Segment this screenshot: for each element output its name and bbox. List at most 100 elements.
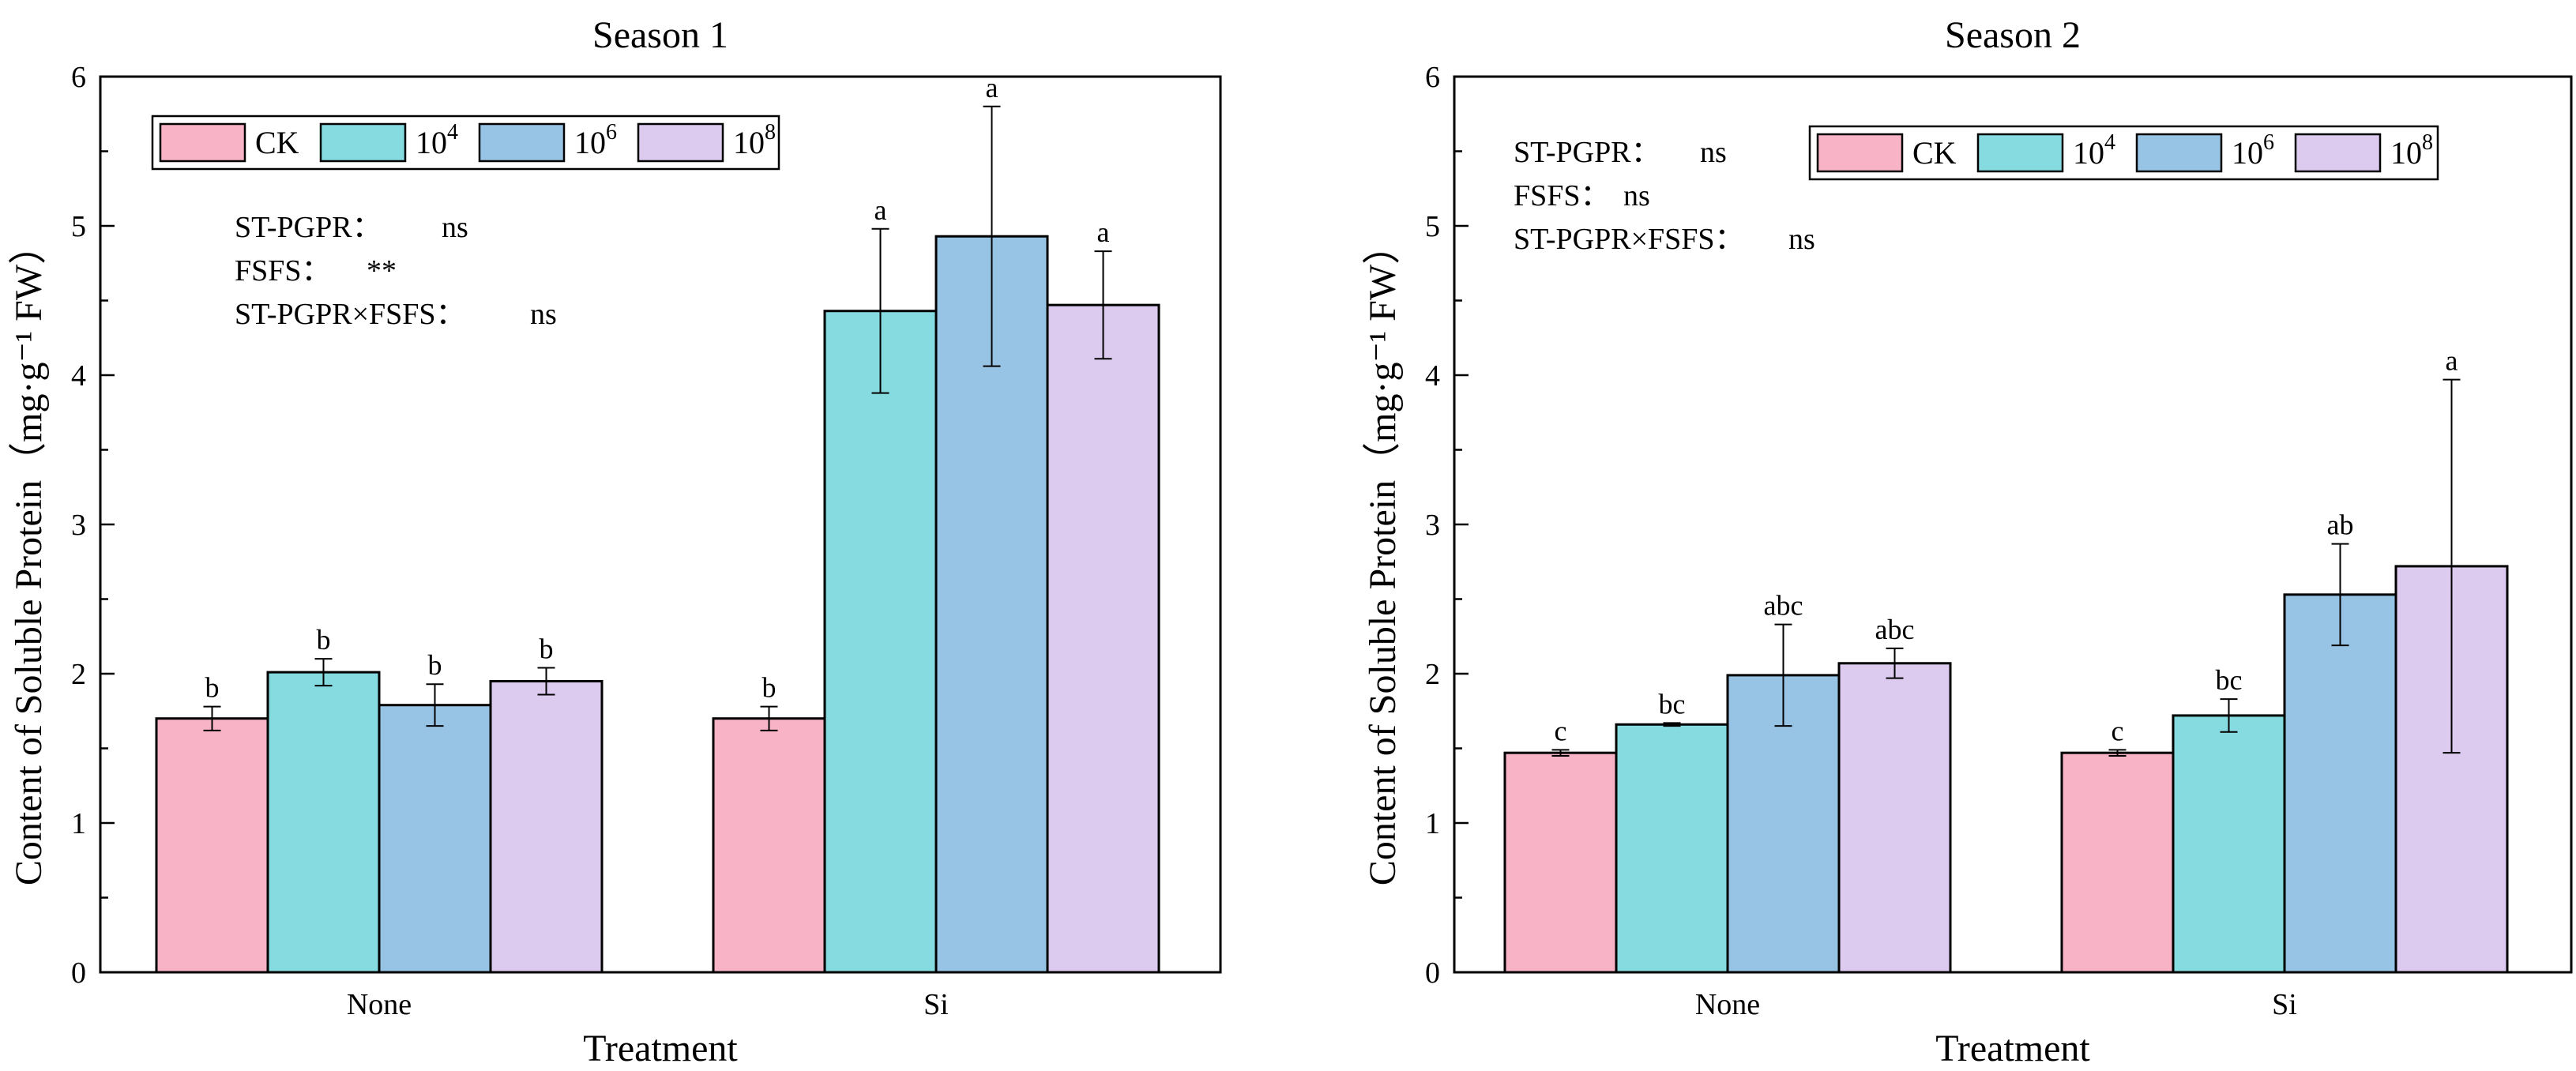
legend-label-base: 10 — [416, 125, 447, 160]
legend-label-base: 10 — [2073, 135, 2104, 171]
bar — [1615, 723, 1729, 974]
y-tick-label: 2 — [71, 658, 86, 691]
bar — [1046, 303, 1160, 974]
stat-label: FSFS： — [1514, 179, 1611, 212]
legend-swatch — [478, 122, 566, 163]
significance-label: ab — [2327, 509, 2354, 541]
x-axis-label: Treatment — [1935, 1028, 2090, 1069]
y-tick-label: 0 — [1425, 956, 1440, 990]
bar — [1503, 751, 1618, 974]
stat-label: ST-PGPR×FSFS： — [235, 298, 466, 331]
y-tick-label: 2 — [1425, 658, 1440, 691]
y-axis-label: Content of Soluble Protein（mg·g⁻¹ FW） — [1362, 227, 1404, 885]
chart-title: Season 1 — [592, 14, 728, 56]
legend-label-base: CK — [255, 125, 299, 160]
stat-value: ns — [1700, 136, 1727, 169]
legend-label-exponent: 6 — [2263, 130, 2274, 155]
stat-value: ** — [367, 254, 397, 287]
legend: CK 104 106 108 — [1808, 125, 2439, 181]
significance-label: abc — [1875, 614, 1915, 645]
legend-label: 106 — [574, 120, 617, 160]
significance-label: a — [2446, 345, 2458, 377]
stat-value: ns — [1788, 223, 1815, 256]
chart-panel-2: Season 2 c c bc bc abc ab abc a 0 1 2 3 4 5 6 None Si Trea… — [1362, 14, 2573, 1069]
legend-swatch — [319, 122, 407, 163]
bar — [712, 717, 826, 974]
stat-label: ST-PGPR： — [1514, 136, 1661, 169]
significance-label: bc — [1659, 688, 1686, 720]
significance-label: a — [874, 194, 887, 226]
y-tick-label: 1 — [1425, 807, 1440, 840]
bar — [489, 679, 604, 974]
legend-label: 104 — [416, 120, 458, 160]
legend-label-base: 10 — [2232, 135, 2263, 171]
legend-label: CK — [255, 125, 299, 160]
bar — [2060, 751, 2175, 974]
legend-label-base: 10 — [2390, 135, 2422, 171]
legend-label: 106 — [2232, 130, 2274, 171]
legend-label: 108 — [733, 120, 776, 160]
significance-label: b — [205, 672, 220, 704]
x-axis-label: Treatment — [583, 1028, 738, 1069]
legend-label-exponent: 4 — [2104, 130, 2115, 155]
significance-label: b — [428, 649, 442, 681]
significance-label: c — [1555, 715, 1567, 746]
y-tick-label: 6 — [71, 61, 86, 94]
x-tick-label: None — [1695, 988, 1760, 1021]
bar — [266, 671, 381, 974]
legend-swatch — [1976, 133, 2064, 173]
bar — [823, 310, 938, 974]
y-tick-label: 3 — [1425, 509, 1440, 542]
legend: CK 104 106 108 — [151, 115, 780, 171]
legend-swatch — [2294, 133, 2382, 173]
legend-label-exponent: 8 — [2422, 130, 2433, 155]
x-tick-label: None — [347, 988, 412, 1021]
y-tick-label: 4 — [1425, 359, 1440, 393]
legend-label: CK — [1912, 135, 1957, 171]
significance-label: b — [317, 624, 331, 656]
legend-label-base: 10 — [733, 125, 765, 160]
stat-label: FSFS： — [235, 254, 332, 287]
significance-label: a — [986, 72, 998, 103]
chart-title: Season 2 — [1945, 14, 2081, 56]
x-tick-label: Si — [2272, 988, 2297, 1021]
significance-label: b — [540, 633, 554, 664]
significance-label: a — [1097, 216, 1110, 248]
stat-label: ST-PGPR： — [235, 211, 382, 244]
bar — [2172, 714, 2286, 974]
legend-label-base: 10 — [574, 125, 606, 160]
legend-swatch — [637, 122, 724, 163]
chart-panel-1: Season 1 b b b a b a b a 0 1 2 3 4 5 6 None Si Treatment Co… — [8, 14, 1222, 1069]
stat-value: ns — [442, 211, 468, 244]
legend-label: 108 — [2390, 130, 2433, 171]
y-tick-label: 3 — [71, 509, 86, 542]
y-tick-label: 4 — [71, 359, 86, 393]
significance-label: abc — [1764, 590, 1803, 622]
y-tick-label: 6 — [1425, 61, 1440, 94]
legend-swatch — [2135, 133, 2223, 173]
x-tick-label: Si — [923, 988, 949, 1021]
bar — [155, 717, 269, 974]
significance-label: c — [2112, 715, 2124, 746]
y-tick-label: 5 — [1425, 210, 1440, 243]
y-tick-label: 0 — [71, 956, 86, 990]
y-tick-label: 1 — [71, 807, 86, 840]
bar — [1837, 662, 1952, 974]
legend-swatch — [159, 122, 246, 163]
stat-value: ns — [1623, 179, 1650, 212]
significance-label: b — [762, 672, 777, 704]
stat-value: ns — [530, 298, 557, 331]
legend-label-exponent: 4 — [447, 120, 458, 145]
legend-swatch — [1816, 133, 1904, 173]
stat-label: ST-PGPR×FSFS： — [1514, 223, 1745, 256]
bar — [378, 704, 492, 974]
legend-label-exponent: 6 — [606, 120, 617, 145]
legend-label-base: CK — [1912, 135, 1957, 171]
legend-label-exponent: 8 — [765, 120, 776, 145]
y-tick-label: 5 — [71, 210, 86, 243]
legend-label: 104 — [2073, 130, 2115, 171]
bar — [2283, 593, 2397, 974]
y-axis-label: Content of Soluble Protein（mg·g⁻¹ FW） — [8, 227, 50, 885]
significance-label: bc — [2216, 664, 2243, 696]
